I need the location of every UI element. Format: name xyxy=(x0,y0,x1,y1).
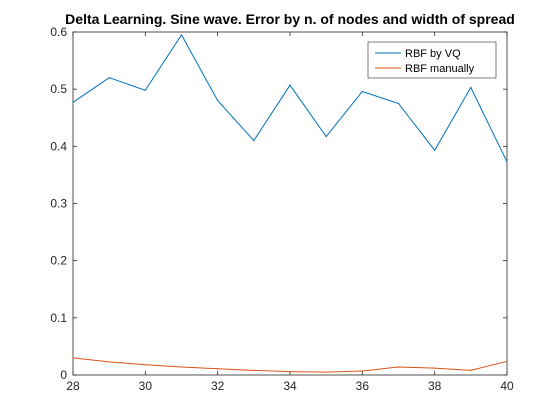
series-1-point xyxy=(144,364,146,366)
legend: RBF by VQ RBF manually xyxy=(367,41,497,79)
legend-label-1: RBF manually xyxy=(405,63,475,75)
series-0-point xyxy=(434,149,436,151)
series-0-point xyxy=(397,102,400,105)
series-0-point xyxy=(144,89,146,91)
y-tick-label: 0.1 xyxy=(50,311,67,325)
series-0-point xyxy=(108,77,110,79)
series-1-point xyxy=(470,369,472,372)
series-0-point xyxy=(253,140,255,142)
series-0-point xyxy=(361,90,363,93)
series-1-point xyxy=(108,361,110,363)
series-1-point xyxy=(180,366,183,368)
legend-label-0: RBF by VQ xyxy=(405,48,461,60)
y-tick-label: 0.5 xyxy=(50,82,67,96)
series-0-point xyxy=(217,100,219,102)
legend-box xyxy=(367,41,497,79)
x-tick-label: 36 xyxy=(356,379,370,393)
series-0-point xyxy=(180,34,183,36)
x-tick-label: 38 xyxy=(428,379,442,393)
y-tick-label: 0.6 xyxy=(50,25,67,39)
series-1-point xyxy=(506,360,508,362)
x-tick-label: 40 xyxy=(500,379,514,393)
series-0-point xyxy=(325,136,327,138)
series-1-point xyxy=(434,367,436,369)
x-tick-label: 32 xyxy=(211,379,225,393)
y-tick-label: 0.2 xyxy=(50,254,67,268)
series-1-point xyxy=(361,370,363,372)
series-0-point xyxy=(470,86,472,89)
x-tick-label: 34 xyxy=(283,379,297,393)
series-1-point xyxy=(217,368,219,370)
series-1-point xyxy=(253,369,255,372)
series-1-point xyxy=(397,366,400,368)
series-0-point xyxy=(506,161,508,163)
series-0-point xyxy=(289,84,291,86)
x-tick-label: 28 xyxy=(66,379,80,393)
axes-box xyxy=(72,31,508,376)
y-tick-label: 0.4 xyxy=(50,139,67,153)
series-1-point xyxy=(72,357,74,359)
series-1-point xyxy=(289,370,291,373)
y-tick-label: 0.3 xyxy=(50,197,67,211)
x-tick-label: 30 xyxy=(139,379,153,393)
plot-area: 28 30 32 34 36 38 40 0 0.1 0.2 0.3 0.4 0.5 0.6 xyxy=(50,25,514,393)
series-1-point xyxy=(325,371,327,373)
chart-title: Delta Learning. Sine wave. Error by n. o… xyxy=(65,11,515,27)
series-0-point xyxy=(72,101,74,103)
y-tick-label: 0 xyxy=(60,368,67,382)
